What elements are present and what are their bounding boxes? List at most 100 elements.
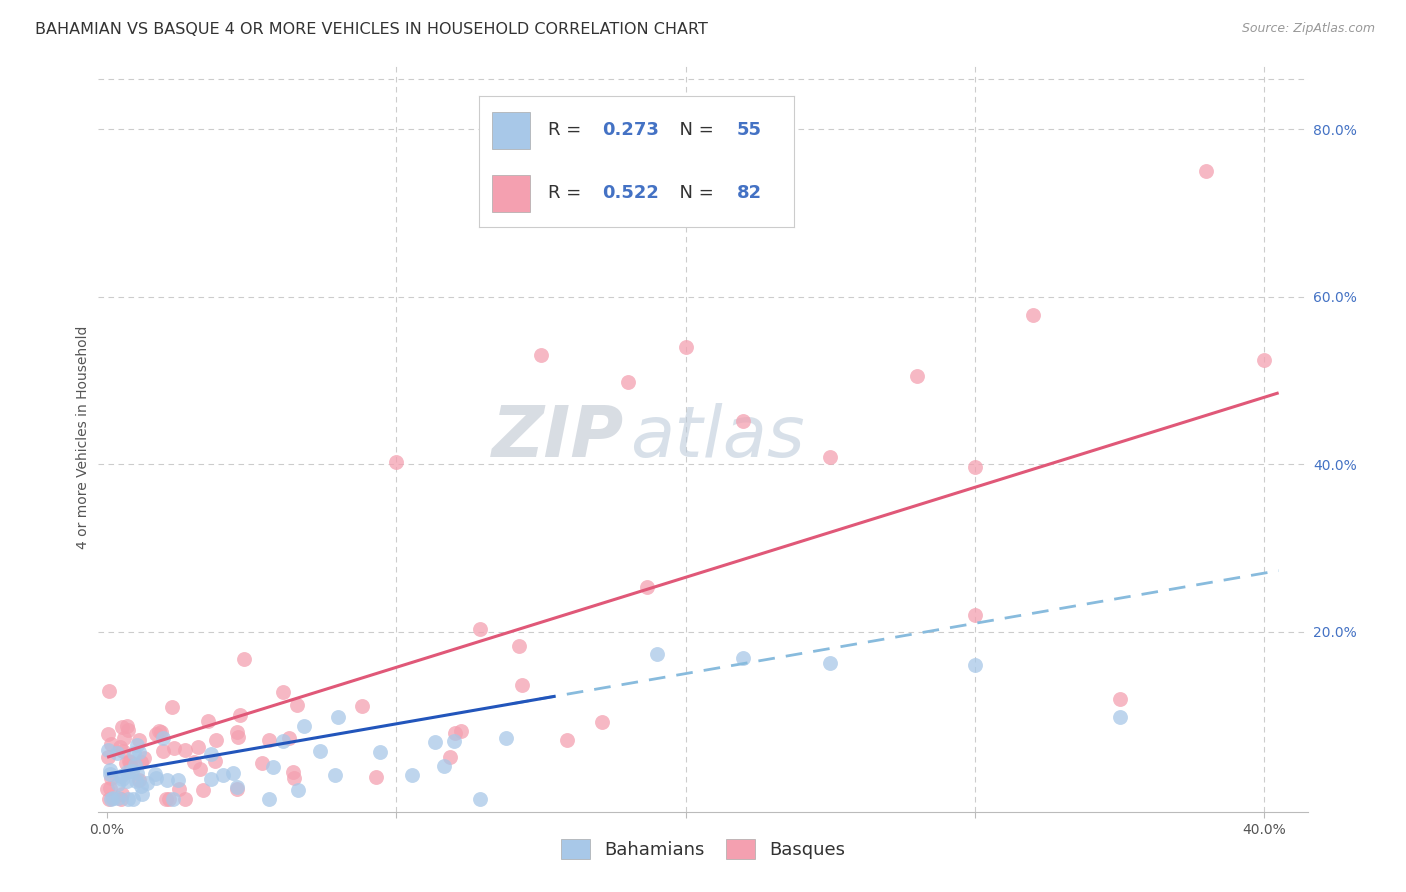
Point (134, 751, 156, 765)
Point (309, 743, 332, 757)
Point (97, 743, 120, 757)
Point (128, 745, 150, 759)
Point (107, 777, 129, 791)
Point (105, 746, 128, 760)
Point (200, 747, 222, 761)
Point (555, 733, 578, 747)
Point (733, 414, 755, 428)
Point (128, 733, 150, 747)
Point (111, 772, 134, 787)
Point (425, 734, 447, 748)
Text: BAHAMIAN VS BASQUE 4 OR MORE VEHICLES IN HOUSEHOLD CORRELATION CHART: BAHAMIAN VS BASQUE 4 OR MORE VEHICLES IN… (35, 22, 709, 37)
Point (152, 731, 174, 746)
Point (128, 772, 150, 787)
Point (205, 732, 228, 747)
Point (401, 768, 423, 782)
Point (135, 776, 157, 790)
Point (200, 772, 222, 786)
Point (212, 768, 235, 782)
Point (110, 769, 132, 783)
Point (143, 767, 166, 781)
Point (163, 740, 186, 755)
Point (820, 450, 842, 464)
Point (118, 754, 141, 768)
Point (530, 347, 553, 361)
Point (157, 792, 180, 806)
Point (124, 746, 146, 760)
Point (271, 733, 294, 747)
Point (323, 768, 346, 782)
Point (450, 724, 472, 739)
Point (1253, 352, 1275, 367)
Point (1108, 710, 1130, 724)
Point (97, 792, 120, 806)
Point (183, 755, 205, 769)
Point (117, 764, 139, 779)
Point (636, 580, 658, 594)
Point (129, 756, 152, 770)
Point (97, 684, 120, 698)
Point (204, 754, 226, 768)
Point (468, 622, 491, 636)
Point (155, 792, 177, 806)
Point (352, 698, 374, 713)
Point (131, 787, 153, 801)
Point (226, 730, 249, 744)
Point (120, 756, 142, 770)
Point (645, 647, 668, 661)
Point (100, 792, 122, 806)
Point (120, 760, 142, 774)
Point (510, 677, 533, 691)
Point (385, 455, 408, 469)
Point (174, 743, 197, 757)
Point (283, 771, 305, 785)
Text: atlas: atlas (630, 402, 806, 472)
Point (733, 651, 755, 665)
Point (191, 783, 214, 797)
Text: ZIP: ZIP (492, 402, 624, 472)
Point (117, 723, 139, 737)
Point (149, 725, 172, 739)
Point (368, 746, 391, 760)
Point (115, 719, 138, 733)
Point (257, 733, 280, 747)
Point (963, 459, 986, 474)
Point (110, 792, 132, 806)
Point (1108, 691, 1130, 706)
Point (443, 734, 465, 748)
Point (675, 340, 697, 354)
Point (963, 607, 986, 622)
Point (145, 772, 167, 786)
Point (468, 792, 491, 806)
Point (495, 731, 517, 746)
Point (162, 792, 184, 806)
Point (187, 739, 209, 754)
Point (285, 698, 308, 712)
Point (197, 714, 219, 728)
Point (111, 744, 134, 758)
Point (225, 725, 247, 739)
Point (281, 764, 304, 779)
Point (226, 780, 249, 795)
Point (100, 771, 122, 785)
Point (114, 756, 136, 771)
Point (508, 639, 530, 653)
Point (271, 685, 294, 699)
Point (233, 652, 256, 666)
Point (156, 773, 179, 788)
Point (820, 656, 842, 670)
Point (127, 738, 149, 752)
Legend: Bahamians, Basques: Bahamians, Basques (554, 832, 852, 866)
Point (111, 787, 134, 801)
Point (1195, 164, 1218, 178)
Point (433, 759, 456, 773)
Point (148, 723, 170, 738)
Point (122, 792, 145, 806)
Point (226, 781, 249, 796)
Point (287, 782, 309, 797)
Point (250, 756, 273, 771)
Point (364, 770, 387, 784)
Point (188, 762, 211, 776)
Point (160, 700, 183, 714)
Point (115, 773, 138, 788)
